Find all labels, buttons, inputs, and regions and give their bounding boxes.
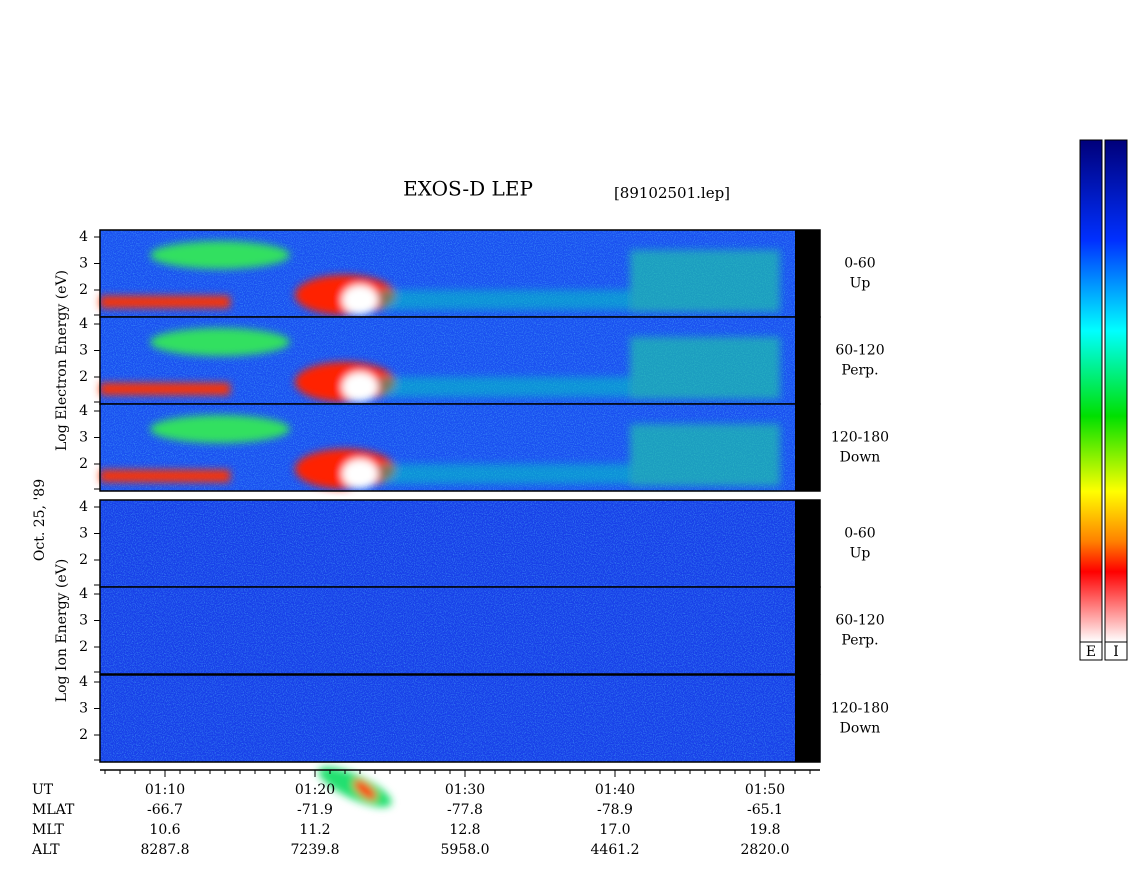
channel-direction: Down — [840, 450, 881, 466]
y-tick-label: 2 — [79, 282, 88, 298]
no-data — [795, 230, 820, 317]
y-tick-label: 3 — [79, 343, 88, 359]
feature — [380, 464, 630, 484]
feature — [100, 296, 230, 308]
y-axis-label: Log Electron Energy (eV) — [54, 270, 70, 451]
row-value: 12.8 — [449, 822, 480, 838]
row-value: 19.8 — [749, 822, 780, 838]
y-tick-label: 2 — [79, 727, 88, 743]
row-label: UT — [32, 782, 54, 798]
row-label: MLAT — [32, 802, 75, 818]
row-value: 10.6 — [149, 822, 180, 838]
y-tick-label: 2 — [79, 456, 88, 472]
y-tick-label: 3 — [79, 701, 88, 717]
feature — [353, 779, 377, 801]
noise — [100, 587, 795, 674]
y-tick-label: 4 — [79, 316, 88, 332]
row-value: 17.0 — [599, 822, 630, 838]
feature — [380, 290, 630, 310]
channel-angle: 120-180 — [831, 701, 889, 717]
y-tick-label: 4 — [79, 403, 88, 419]
feature — [630, 250, 780, 312]
feature — [630, 337, 780, 399]
feature — [380, 377, 630, 397]
colorbar — [1079, 139, 1103, 643]
title: EXOS-D LEP — [403, 177, 533, 201]
noise — [100, 500, 795, 587]
colorbar-label: E — [1086, 644, 1096, 660]
colorbar — [1104, 139, 1128, 643]
row-value: 01:40 — [595, 782, 635, 798]
row-label: MLT — [32, 822, 64, 838]
y-tick-label: 3 — [79, 613, 88, 629]
y-tick-label: 3 — [79, 256, 88, 272]
channel-angle: 0-60 — [844, 256, 875, 272]
noise — [100, 675, 795, 762]
row-value: 7239.8 — [291, 842, 340, 858]
y-tick-label: 3 — [79, 526, 88, 542]
panel-frame — [99, 403, 821, 492]
row-value: -71.9 — [297, 802, 333, 818]
row-value: 11.2 — [299, 822, 330, 838]
row-value: 01:20 — [295, 782, 335, 798]
row-value: -65.1 — [747, 802, 783, 818]
feature — [342, 372, 378, 402]
channel-direction: Up — [850, 546, 871, 562]
channel-angle: 0-60 — [844, 526, 875, 542]
row-value: -77.8 — [447, 802, 483, 818]
no-data — [795, 675, 820, 762]
colorbar-label: I — [1113, 644, 1119, 660]
features — [100, 328, 780, 402]
row-value: 01:10 — [145, 782, 185, 798]
channel-direction: Up — [850, 276, 871, 292]
row-value: -78.9 — [597, 802, 633, 818]
row-value: 01:50 — [745, 782, 785, 798]
row-value: -66.7 — [147, 802, 183, 818]
no-data — [795, 317, 820, 404]
row-value: 5958.0 — [441, 842, 490, 858]
channel-direction: Down — [840, 721, 881, 737]
feature — [150, 241, 290, 269]
row-value: 4461.2 — [591, 842, 640, 858]
feature — [630, 424, 780, 486]
y-tick-label: 4 — [79, 586, 88, 602]
colorbar-label-box — [1104, 641, 1128, 661]
no-data — [795, 404, 820, 491]
channel-direction: Perp. — [841, 363, 878, 379]
y-tick-label: 4 — [79, 229, 88, 245]
features — [100, 241, 780, 315]
row-value: 01:30 — [445, 782, 485, 798]
no-data — [795, 500, 820, 587]
feature — [342, 285, 378, 315]
y-axis-label: Log Ion Energy (eV) — [54, 559, 70, 702]
feature — [342, 459, 378, 489]
y-tick-label: 2 — [79, 369, 88, 385]
y-tick-label: 2 — [79, 552, 88, 568]
y-tick-label: 4 — [79, 499, 88, 515]
no-data — [795, 587, 820, 674]
y-tick-label: 2 — [79, 639, 88, 655]
y-tick-label: 4 — [79, 674, 88, 690]
feature — [100, 470, 230, 482]
row-value: 2820.0 — [741, 842, 790, 858]
channel-angle: 120-180 — [831, 430, 889, 446]
channel-angle: 60-120 — [835, 343, 884, 359]
file-name: [89102501.lep] — [614, 184, 730, 202]
feature — [150, 415, 290, 443]
row-value: 8287.8 — [141, 842, 190, 858]
panel-frame — [99, 586, 821, 675]
date: Oct. 25, '89 — [32, 479, 48, 561]
y-tick-label: 3 — [79, 430, 88, 446]
row-label: ALT — [31, 842, 60, 858]
channel-direction: Perp. — [841, 633, 878, 649]
panel-frame — [99, 674, 821, 763]
channel-angle: 60-120 — [835, 613, 884, 629]
features — [100, 415, 780, 489]
feature — [150, 328, 290, 356]
colorbar-label-box — [1079, 641, 1103, 661]
feature — [100, 383, 230, 395]
features — [318, 766, 392, 808]
